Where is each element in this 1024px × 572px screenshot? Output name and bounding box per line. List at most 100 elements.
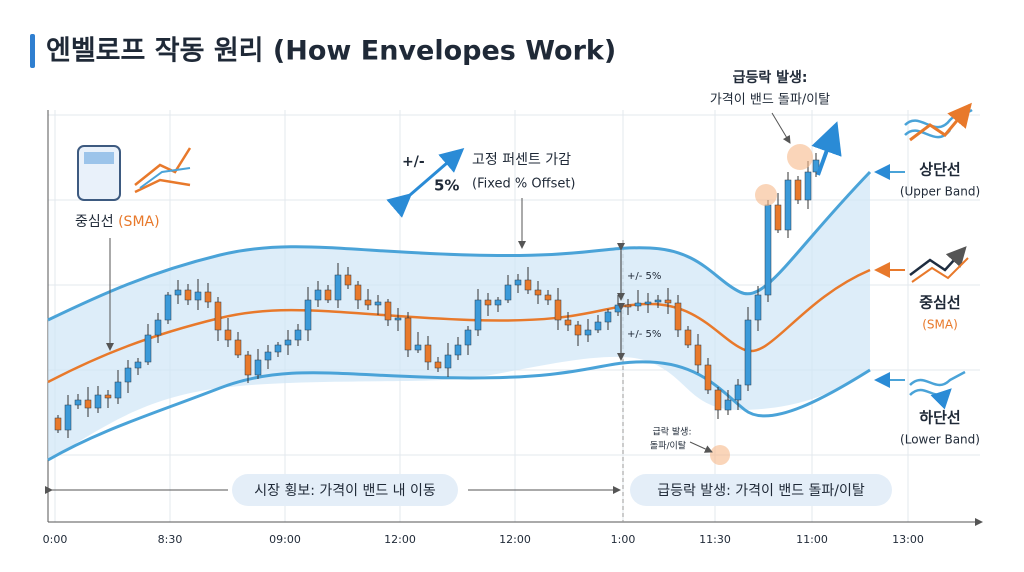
candle-body xyxy=(634,302,642,307)
candle-body xyxy=(494,299,502,306)
candle-body xyxy=(694,344,702,366)
candle-body xyxy=(674,302,682,331)
candle-body xyxy=(54,417,62,431)
x-label: 12:00 xyxy=(384,533,416,546)
legend-icon xyxy=(909,372,965,395)
x-label: 12:00 xyxy=(499,533,531,546)
candle-body xyxy=(114,381,122,399)
breakout-title: 급등락 발생: xyxy=(733,69,808,86)
candle-body xyxy=(334,274,342,301)
candle-body xyxy=(64,404,72,431)
candle-body xyxy=(104,394,112,399)
candle-body xyxy=(194,291,202,301)
candle-body xyxy=(654,299,662,303)
chart-icon xyxy=(139,167,191,189)
x-label: 1:00 xyxy=(611,533,636,546)
candle-body xyxy=(594,321,602,331)
candle-body xyxy=(524,279,532,291)
candle-body xyxy=(184,289,192,301)
candle-body xyxy=(794,179,802,201)
candle-body xyxy=(344,274,352,286)
candle-body xyxy=(764,204,772,296)
candle-body xyxy=(574,324,582,336)
candle-body xyxy=(414,344,422,351)
offset-subtitle: (Fixed % Offset) xyxy=(472,177,576,192)
legend-sub: (Lower Band) xyxy=(900,433,980,447)
breakdown-subtitle: 돌파/이탈 xyxy=(650,441,686,452)
candle-body xyxy=(314,289,322,301)
candle-body xyxy=(364,299,372,306)
candle-body xyxy=(304,299,312,331)
candle-body xyxy=(294,329,302,341)
candle-body xyxy=(534,289,542,296)
candle-body xyxy=(812,159,820,173)
phase-label: 시장 횡보: 가격이 밴드 내 이동 xyxy=(254,483,436,499)
x-label: 11:30 xyxy=(699,533,731,546)
candle-body xyxy=(274,344,282,353)
candle-body xyxy=(154,319,162,336)
x-label: 09:00 xyxy=(269,533,301,546)
candle-body xyxy=(394,317,402,321)
legend-sub: (SMA) xyxy=(922,318,958,332)
candle-body xyxy=(404,317,412,351)
candle-body xyxy=(544,294,552,301)
candle-body xyxy=(74,399,82,406)
calculator-icon xyxy=(84,152,114,164)
title-accent xyxy=(30,34,35,68)
legend-name: 중심선 xyxy=(919,294,960,312)
highlight xyxy=(710,445,730,465)
candle-body xyxy=(144,334,152,363)
phase-pill xyxy=(232,474,458,506)
breakout-subtitle: 가격이 밴드 돌파/이탈 xyxy=(710,93,830,108)
candle-body xyxy=(424,344,432,363)
candle-body xyxy=(204,291,212,303)
upper-band xyxy=(47,170,872,322)
band-marker: +/- 5% xyxy=(627,271,661,282)
offset-arrow xyxy=(386,148,465,218)
candle-body xyxy=(284,339,292,346)
candle-body xyxy=(664,299,672,304)
candle-body xyxy=(504,284,512,301)
breakout-arrow xyxy=(811,121,842,176)
x-label: 0:00 xyxy=(43,533,68,546)
candle-body xyxy=(254,359,262,376)
candle-body xyxy=(94,394,102,409)
offset-sign: +/- xyxy=(402,154,425,170)
candle-body xyxy=(644,301,652,305)
candle-body xyxy=(734,384,742,401)
candle-body xyxy=(754,294,762,321)
candle-body xyxy=(174,289,182,296)
candle-body xyxy=(464,329,472,346)
candle-body xyxy=(354,284,362,301)
candle-body xyxy=(434,361,442,369)
band-marker: +/- 5% xyxy=(627,329,661,340)
candle-body xyxy=(264,351,272,361)
offset-title: 고정 퍼센트 가감 xyxy=(472,152,571,168)
candle-body xyxy=(514,279,522,286)
candle-body xyxy=(484,299,492,306)
candle-body xyxy=(804,171,812,201)
phase-label: 급등락 발생: 가격이 밴드 돌파/이탈 xyxy=(657,483,865,499)
pointer xyxy=(689,441,713,453)
candle-body xyxy=(554,299,562,321)
sma-note: 중심선 (SMA) xyxy=(75,214,160,230)
legend-icon xyxy=(909,102,972,142)
highlight xyxy=(755,184,777,206)
candle-body xyxy=(624,304,632,308)
candle-body xyxy=(124,367,132,383)
candle-body xyxy=(224,329,232,341)
pointer xyxy=(771,112,791,144)
candle-body xyxy=(84,399,92,409)
candle-body xyxy=(614,304,622,313)
lower-band xyxy=(47,360,871,462)
legend-sub: (Upper Band) xyxy=(900,185,980,199)
candle-body xyxy=(474,299,482,331)
candle-body xyxy=(604,311,612,323)
chart-icon xyxy=(134,147,192,194)
candle-body xyxy=(564,319,572,326)
highlight xyxy=(787,144,813,170)
candle-body xyxy=(704,364,712,391)
candle-body xyxy=(784,179,792,231)
candle-body xyxy=(164,294,172,321)
legend-icon xyxy=(911,257,969,283)
